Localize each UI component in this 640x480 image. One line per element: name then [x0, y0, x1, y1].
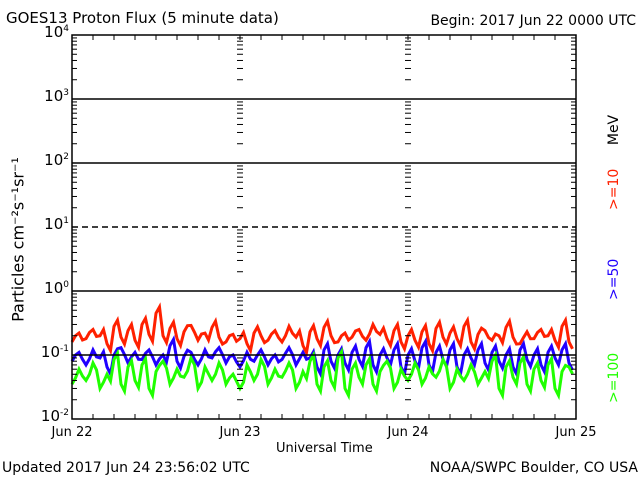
y-tick-exponent: 2 [63, 152, 69, 162]
legend-series-50: >=50 [606, 258, 622, 300]
credit-label: NOAA/SWPC Boulder, CO USA [429, 460, 638, 476]
chart-title: GOES13 Proton Flux (5 minute data) [6, 9, 279, 27]
x-axis-label: Universal Time [276, 441, 373, 456]
y-tick-base: 10 [44, 23, 64, 41]
y-axis-label: Particles cm⁻²s⁻¹sr⁻¹ [8, 157, 28, 322]
y-tick-label: 101 [44, 215, 69, 233]
y-tick-label: 102 [44, 151, 69, 169]
y-tick-label: 100 [44, 279, 69, 297]
series-line-2 [70, 346, 574, 401]
y-tick-exponent: 3 [63, 88, 69, 98]
y-tick-exponent: 0 [63, 280, 69, 290]
updated-timestamp: Updated 2017 Jun 24 23:56:02 UTC [2, 460, 250, 476]
y-tick-base: 10 [40, 407, 61, 425]
y-tick-base: 10 [40, 343, 61, 361]
y-tick-exponent: 1 [63, 216, 69, 226]
x-tick-label: Jun 22 [51, 425, 93, 440]
y-tick-base: 10 [44, 151, 64, 169]
y-tick-exponent: -1 [60, 344, 69, 354]
series-line-0 [70, 302, 574, 358]
y-tick-exponent: 4 [63, 24, 69, 34]
series-line-1 [70, 334, 574, 379]
y-tick-label: 10-1 [41, 343, 69, 361]
y-tick-base: 10 [44, 279, 64, 297]
begin-label: Begin: 2017 Jun 22 0000 UTC [430, 13, 636, 29]
y-tick-label: 103 [44, 87, 69, 105]
y-tick-base: 10 [44, 87, 64, 105]
x-tick-label: Jun 24 [387, 425, 429, 440]
legend-unit-mev: MeV [606, 114, 622, 146]
y-tick-exponent: -2 [60, 408, 69, 418]
y-tick-base: 10 [44, 215, 64, 233]
y-tick-label: 10-2 [41, 407, 69, 425]
legend-series-100: >=100 [606, 352, 622, 403]
x-tick-label: Jun 23 [219, 425, 261, 440]
y-tick-label: 104 [44, 23, 69, 41]
legend-series-10: >=10 [606, 168, 622, 210]
x-tick-label: Jun 25 [555, 425, 597, 440]
